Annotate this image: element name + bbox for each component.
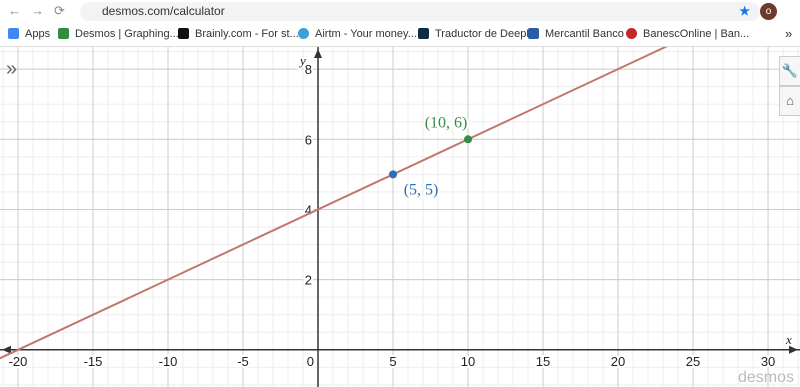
bookmark-label: Apps [25,28,51,40]
bookmark[interactable]: Mercantil Banco [528,28,624,40]
graph-line [0,47,668,360]
x-tick-label: -15 [84,354,103,369]
x-axis-label: x [785,332,792,347]
bookmark[interactable]: Brainly.com - For st... [178,28,299,40]
x-tick-label: 20 [611,354,625,369]
x-tick-label: 5 [389,354,396,369]
point-label: (5, 5) [404,181,439,198]
more-bookmarks[interactable]: » [785,26,793,41]
x-tick-label: 0 [307,354,314,369]
x-tick-label: 10 [461,354,475,369]
url-text: desmos.com/calculator [102,4,225,18]
bookmark-label: Airtm - Your money... [315,28,417,40]
point [389,170,398,179]
y-tick-label: 4 [305,202,312,217]
bookmark-label: Desmos | Graphing... [75,28,179,40]
bookmark[interactable]: Traductor de DeepL [418,28,532,40]
bookmark[interactable]: Apps [8,28,50,40]
graph: -20 -15 -10 -5 0 5 10 15 20 25 30 2 4 6 8 x y (5, 5) (10, … [0,47,800,387]
bookmark-label: Mercantil Banco [545,28,624,40]
bookmark-label: Traductor de DeepL [435,28,533,40]
axis-arrow [2,49,798,354]
bookmark[interactable]: Desmos | Graphing... [58,28,179,40]
address-bar[interactable]: desmos.com/calculator ★ [80,2,760,21]
home-button[interactable]: ⌂ [779,86,800,116]
point [464,135,473,144]
y-tick-label: 8 [305,62,312,77]
browser-toolbar: ←→⟳ desmos.com/calculator ★ o [0,0,800,24]
avatar[interactable]: o [760,3,777,20]
bookmark[interactable]: BanescOnline | Ban... [626,28,749,40]
x-tick-label: 30 [761,354,775,369]
expand-button[interactable]: » [6,58,18,80]
x-tick-label: -10 [159,354,178,369]
bookmark-label: Brainly.com - For st... [195,28,299,40]
point-label: (10, 6) [425,114,468,131]
nav-buttons[interactable]: ←→⟳ [8,3,75,18]
x-tick-label: 15 [536,354,550,369]
y-tick-label: 2 [305,273,312,288]
x-tick-label: -5 [237,354,249,369]
y-tick-label: 6 [305,132,312,147]
x-tick-label: 25 [686,354,700,369]
bookmark[interactable]: Airtm - Your money... [298,28,417,40]
bookmarks-bar: Apps Desmos | Graphing... Brainly.com - … [0,24,800,47]
y-axis-label: y [298,53,306,68]
x-tick-label: -20 [9,354,28,369]
watermark: desmos [737,369,794,386]
bookmark-label: BanescOnline | Ban... [643,28,750,40]
settings-button[interactable]: 🔧 [779,56,800,86]
